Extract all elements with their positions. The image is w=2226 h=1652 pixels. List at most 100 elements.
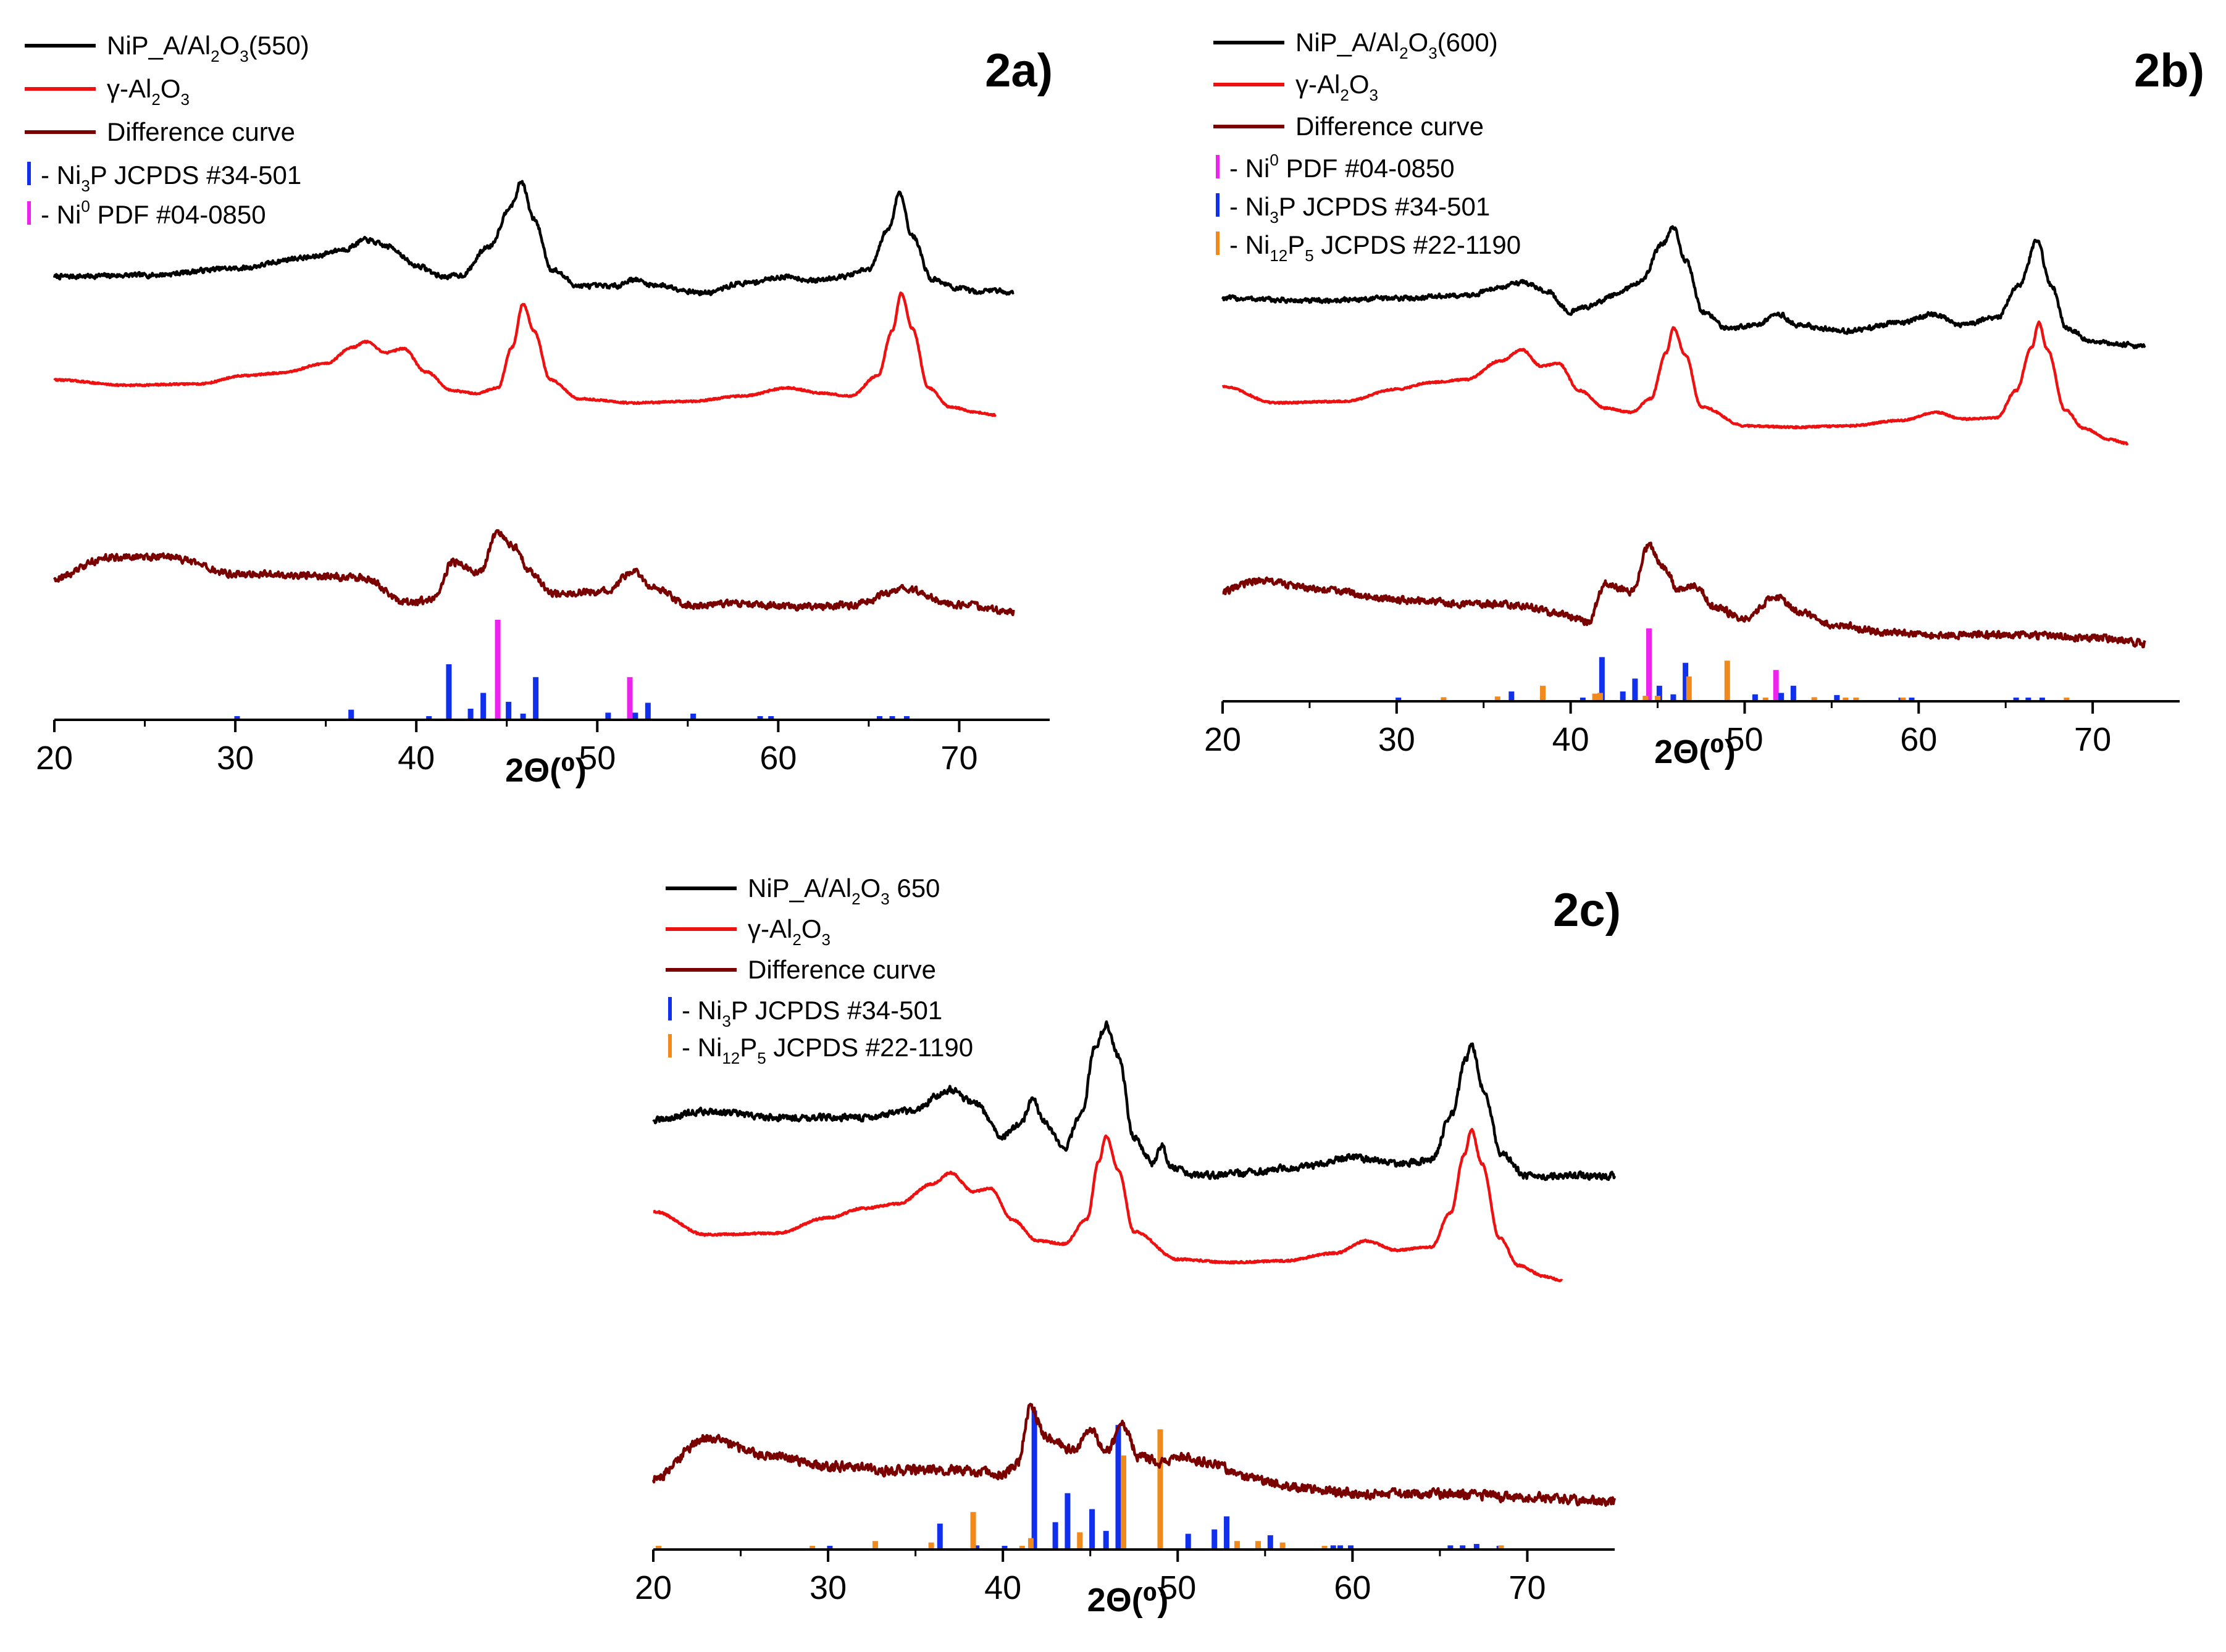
panel-2b: 20 30 40 50 60 702Θ(⁰)NiP_A/Al2O3(600)γ-Al2O3… xyxy=(1204,28,2204,770)
legend-label-ni0-part: - Ni xyxy=(41,200,81,229)
reference-peak-ni3p xyxy=(480,693,487,719)
reference-peak-ni12p5 xyxy=(810,1546,816,1548)
x-tick-label: 20 xyxy=(36,740,73,777)
reference-peak-ni3p xyxy=(2039,698,2045,700)
legend-label-ni12p5: - Ni12P5 JCPDS #22-1190 xyxy=(682,1033,973,1067)
legend-label-sample-part: 2 xyxy=(1399,44,1408,62)
reference-peak-ni3p xyxy=(605,712,611,719)
x-tick-label: 50 xyxy=(1159,1569,1196,1606)
reference-peak-ni12p5 xyxy=(928,1542,934,1548)
panel-title: 2b) xyxy=(2134,44,2204,97)
reference-peak-ni3p xyxy=(1473,1543,1479,1548)
reference-peak-ni12p5 xyxy=(1234,1541,1241,1548)
legend-label-alumina-part: 3 xyxy=(180,90,189,109)
reference-peak-ni12p5 xyxy=(1762,698,1768,700)
legend-label-sample-part: O xyxy=(220,31,240,60)
legend-label-ni0-part: PDF #04-0850 xyxy=(90,200,266,229)
x-tick-label: 60 xyxy=(1900,721,1937,758)
reference-peak-ni3p xyxy=(768,716,774,719)
panel-2a: 20 30 40 50 60 702Θ(⁰)NiP_A/Al2O3(550)γ-Al2O3… xyxy=(25,31,1053,789)
x-tick-label: 40 xyxy=(398,740,435,777)
reference-peak-ni12p5 xyxy=(1255,1541,1261,1548)
legend-label-difference-part: Difference curve xyxy=(1295,112,1484,141)
reference-peak-ni3p xyxy=(467,709,474,719)
legend-label-difference-part: Difference curve xyxy=(107,117,295,146)
legend-label-ni3p-part: - Ni xyxy=(682,996,722,1025)
legend-label-ni12p5-part: 5 xyxy=(757,1049,766,1067)
legend-label-ni12p5-part: 5 xyxy=(1305,246,1313,265)
reference-peak-ni3p xyxy=(1348,1545,1354,1548)
legend-label-alumina-part: 3 xyxy=(821,930,830,949)
reference-peak-ni3p xyxy=(520,714,526,719)
reference-peak-ni12p5 xyxy=(1900,698,1906,700)
legend-label-ni3p-part: - Ni xyxy=(41,161,81,190)
reference-peak-ni0 xyxy=(1773,670,1779,700)
legend-label-sample-part: NiP_A/Al xyxy=(1295,28,1399,57)
legend-label-ni3p-part: P JCPDS #34-501 xyxy=(731,996,942,1025)
legend-label-sample-part: O xyxy=(861,874,881,903)
legend-label-sample-part: (600) xyxy=(1437,28,1498,57)
series-line-alumina xyxy=(53,291,997,417)
legend-label-alumina: γ-Al2O3 xyxy=(107,74,190,109)
legend-label-difference: Difference curve xyxy=(107,117,295,146)
reference-peak-ni12p5 xyxy=(1494,696,1500,700)
reference-peak-ni12p5 xyxy=(872,1541,879,1548)
reference-peak-ni3p xyxy=(506,701,512,719)
reference-peak-ni3p xyxy=(2013,698,2019,700)
x-tick-label: 30 xyxy=(810,1569,847,1606)
legend-label-ni3p: - Ni3P JCPDS #34-501 xyxy=(1229,192,1490,227)
reference-peak-ni3p xyxy=(1656,685,1662,700)
reference-peak-ni3p xyxy=(1031,1410,1037,1548)
legend-label-ni3p-part: 3 xyxy=(81,177,90,195)
legend-label-sample-part: NiP_A/Al xyxy=(748,874,851,903)
x-axis-title: 2Θ(⁰) xyxy=(1654,733,1736,770)
reference-peak-ni3p xyxy=(827,1546,833,1548)
panel-title: 2a) xyxy=(985,44,1053,97)
legend-label-sample-part: 2 xyxy=(211,47,219,65)
reference-peak-ni3p xyxy=(1683,662,1689,700)
legend-label-sample-part: NiP_A/Al xyxy=(107,31,211,60)
reference-peak-ni3p xyxy=(1790,685,1796,700)
reference-peak-ni3p xyxy=(690,714,697,719)
legend-label-ni12p5-part: - Ni xyxy=(1229,230,1270,259)
reference-peak-ni3p xyxy=(1599,657,1605,700)
x-tick-label: 40 xyxy=(984,1569,1021,1606)
x-tick-label: 60 xyxy=(1334,1569,1371,1606)
reference-peak-ni3p xyxy=(1103,1530,1109,1548)
legend-label-sample-part: 3 xyxy=(240,47,248,65)
legend-label-sample: NiP_A/Al2O3(600) xyxy=(1295,28,1498,62)
reference-peak-ni3p xyxy=(876,716,882,719)
legend-label-sample-part: 2 xyxy=(851,890,860,908)
legend-label-alumina-part: 2 xyxy=(1340,86,1349,104)
legend-label-ni12p5-part: P xyxy=(1287,230,1305,259)
reference-peak-ni12p5 xyxy=(1121,1455,1127,1548)
reference-peak-ni12p5 xyxy=(1853,698,1859,700)
reference-peak-ni3p xyxy=(1224,1516,1230,1548)
legend-label-alumina: γ-Al2O3 xyxy=(1295,70,1378,104)
legend-label-alumina-part: 2 xyxy=(151,90,160,109)
reference-peak-ni3p xyxy=(1620,691,1626,700)
reference-peak-ni3p xyxy=(645,703,651,719)
series-line-alumina xyxy=(652,1128,1563,1283)
legend-label-alumina-part: γ-Al xyxy=(748,914,792,943)
reference-peak-ni12p5 xyxy=(1019,1546,1025,1548)
legend-label-ni3p-part: 3 xyxy=(722,1012,730,1030)
reference-peak-ni3p xyxy=(1065,1493,1071,1548)
reference-peak-ni12p5 xyxy=(1811,697,1817,700)
x-tick-label: 60 xyxy=(759,740,797,777)
reference-peak-ni3p xyxy=(1185,1533,1191,1548)
legend-label-alumina-part: γ-Al xyxy=(1295,70,1340,99)
legend-label-difference-part: Difference curve xyxy=(748,955,936,984)
legend-label-ni0-part: - Ni xyxy=(1229,154,1270,183)
series-line-difference xyxy=(1221,541,2146,649)
legend-swatch-ni0 xyxy=(27,201,31,225)
legend-label-ni12p5-part: - Ni xyxy=(682,1033,722,1062)
legend-label-alumina-part: O xyxy=(1349,70,1370,99)
legend-label-difference: Difference curve xyxy=(1295,112,1484,141)
reference-peak-ni12p5 xyxy=(1279,1542,1286,1548)
reference-peak-ni3p xyxy=(2025,698,2031,700)
legend-label-difference: Difference curve xyxy=(748,955,936,984)
legend-swatch-ni3p xyxy=(27,162,31,185)
reference-peak-ni12p5 xyxy=(1597,693,1604,700)
reference-peak-ni3p xyxy=(348,709,354,719)
